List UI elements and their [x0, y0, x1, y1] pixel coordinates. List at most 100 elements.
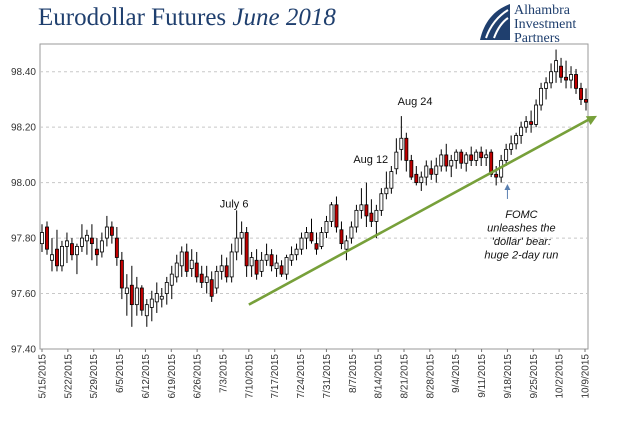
candle-body-up	[74, 246, 79, 256]
fomc-note-line: unleashes the	[487, 222, 556, 234]
candle-body-up	[394, 151, 399, 170]
candle-body-down	[184, 251, 189, 272]
candle-body-up	[389, 171, 394, 189]
candle-body-up	[249, 257, 254, 267]
fomc-note-line: huge 2-day run	[484, 249, 558, 261]
candle-body-up	[474, 151, 479, 161]
x-tick-label: 9/18/2015	[503, 354, 514, 399]
candle-body-down	[364, 204, 369, 217]
candle-body-down	[209, 279, 214, 297]
x-tick-label: 5/22/2015	[63, 354, 74, 399]
annotation-label: July 6	[220, 199, 249, 211]
candle-body-down	[489, 151, 494, 175]
candle-body-down	[559, 65, 563, 78]
candle-body-up	[549, 71, 554, 84]
candle-body-up	[164, 282, 169, 294]
plot-frame	[39, 43, 589, 350]
candle-body-down	[244, 232, 249, 267]
candle-body-down	[444, 154, 449, 167]
candle-body-down	[409, 160, 414, 178]
candle-body-up	[504, 148, 509, 161]
candle-body-down	[584, 99, 588, 103]
x-axis: 5/15/2015 5/22/2015 5/29/2015 6/5/2015 6/12/…	[38, 349, 592, 399]
candle-body-up	[419, 176, 424, 184]
x-tick-label: 6/5/2015	[115, 354, 126, 393]
candle-body-up	[434, 165, 439, 175]
y-tick-label: 98.40	[11, 67, 36, 78]
candle-body-up	[144, 304, 149, 317]
candle-body-up	[189, 259, 194, 269]
y-tick-label: 97.80	[11, 234, 36, 245]
candle-body-up	[534, 104, 539, 125]
candle-body-up	[229, 251, 234, 278]
candle-body-down	[254, 259, 259, 275]
annotation-label: Aug 12	[353, 154, 388, 166]
trendline	[248, 115, 597, 306]
candle-body-up	[104, 226, 109, 239]
candle-body-up	[399, 137, 404, 150]
title-main: Eurodollar Futures	[38, 4, 227, 31]
candle-body-down	[414, 173, 419, 184]
logo-line: Alhambra	[514, 3, 570, 18]
x-tick-label: 9/25/2015	[529, 354, 540, 399]
candle-body-up	[284, 257, 289, 275]
candle-body-up	[289, 254, 294, 261]
candle-body-up	[179, 251, 184, 267]
candle-body-down	[114, 237, 119, 258]
candle-body-up	[374, 209, 379, 222]
y-tick-label: 98.00	[11, 178, 36, 189]
candle-body-down	[479, 151, 484, 159]
candle-body-up	[449, 160, 454, 167]
logo-line: Investment	[514, 17, 577, 32]
candle-body-up	[324, 221, 329, 233]
candle-body-up	[519, 126, 524, 136]
candle-body-up	[274, 262, 279, 269]
candle-body-up	[234, 237, 239, 253]
candle-body-up	[454, 151, 459, 161]
x-tick-label: 8/28/2015	[425, 354, 436, 399]
candles	[40, 49, 588, 327]
candle-body-down	[109, 226, 114, 236]
candle-body-up	[544, 82, 549, 89]
candle-body-up	[174, 262, 179, 278]
candle-body-up	[329, 204, 334, 222]
x-tick-label: 6/12/2015	[141, 354, 152, 399]
candle-body-up	[509, 143, 514, 150]
candle-body-up	[134, 287, 139, 306]
candle-body-up	[124, 287, 129, 294]
candle-body-up	[384, 187, 389, 195]
candle-body-up	[524, 121, 529, 128]
x-tick-label: 6/19/2015	[167, 354, 178, 399]
candle-body-up	[379, 193, 384, 211]
x-tick-label: 5/29/2015	[89, 354, 100, 399]
logo-line: Partners	[514, 31, 560, 46]
candle-body-down	[459, 151, 464, 164]
candle-body-down	[469, 154, 474, 161]
candle-body-down	[269, 254, 274, 267]
fomc-arrow-head	[504, 183, 511, 190]
candle-body-up	[99, 240, 104, 253]
candle-body-up	[239, 232, 244, 239]
candle-body-up	[294, 248, 299, 256]
candle-body-up	[299, 237, 304, 250]
x-tick-label: 5/15/2015	[38, 354, 49, 399]
x-tick-label: 7/10/2015	[244, 354, 255, 399]
candle-body-up	[60, 246, 64, 267]
x-tick-label: 7/3/2015	[219, 354, 230, 393]
candle-body-down	[139, 287, 144, 311]
candle-body-down	[314, 243, 319, 250]
fomc-note-line: 'dollar' bear:	[492, 236, 551, 248]
x-tick-label: 10/9/2015	[581, 354, 592, 399]
x-tick-label: 8/21/2015	[400, 354, 411, 399]
candle-body-up	[484, 154, 489, 159]
candle-body-down	[429, 168, 434, 175]
candle-body-down	[564, 76, 568, 81]
candle-body-down	[369, 212, 374, 222]
candle-body-up	[154, 293, 159, 303]
x-tick-label: 9/4/2015	[451, 354, 462, 393]
candle-body-down	[529, 121, 534, 125]
candle-body-down	[339, 229, 344, 245]
candle-body-up	[214, 270, 219, 289]
candle-body-down	[69, 243, 74, 256]
